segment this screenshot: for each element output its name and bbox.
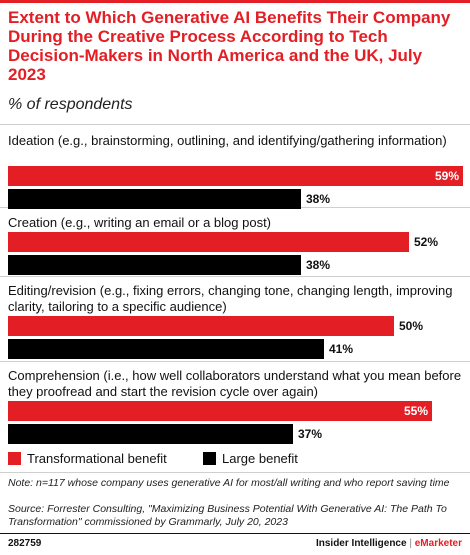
data-label: 38%: [306, 258, 331, 272]
category-label: Creation (e.g., writing an email or a bl…: [8, 215, 272, 230]
chart-source: Source: Forrester Consulting, "Maximizin…: [8, 503, 447, 528]
data-label: 38%: [306, 192, 331, 206]
brand-emarketer: eMarketer: [414, 538, 462, 549]
top-accent-rule: [0, 0, 470, 3]
bar-large: [8, 424, 293, 444]
chart-note: Note: n=117 whose company uses generativ…: [8, 477, 450, 489]
category-label: Editing/revision (e.g., fixing errors, c…: [8, 283, 453, 314]
bar-transformational: [8, 316, 394, 336]
legend-separator: [0, 472, 470, 473]
bar-large: [8, 189, 301, 209]
footer-rule: [0, 533, 470, 534]
group-separator: [0, 276, 470, 277]
brand-insider-intelligence: Insider Intelligence: [315, 538, 407, 549]
legend-label-large: Large benefit: [222, 451, 298, 466]
group-separator: [0, 361, 470, 362]
data-label: 59%: [434, 169, 459, 183]
legend-swatch-transformational: [8, 452, 21, 465]
brand-divider: |: [409, 538, 412, 549]
legend: Transformational benefit Large benefit: [8, 450, 466, 468]
data-label: 52%: [414, 235, 439, 249]
bar-large: [8, 339, 324, 359]
footer-brand: Insider Intelligence | eMarketer: [316, 538, 462, 550]
chart-id: 282759: [8, 538, 42, 549]
bar-transformational: [8, 166, 463, 186]
legend-label-transformational: Transformational benefit: [27, 451, 167, 466]
bar-transformational: [8, 232, 409, 252]
subtitle-separator: [0, 124, 470, 125]
data-label: 37%: [298, 427, 323, 441]
category-label: Ideation (e.g., brainstorming, outlining…: [8, 133, 447, 148]
category-label: Comprehension (i.e., how well collaborat…: [8, 368, 462, 399]
data-label: 55%: [403, 404, 428, 418]
data-label: 41%: [329, 342, 354, 356]
chart-title: Extent to Which Generative AI Benefits T…: [8, 8, 451, 84]
bar-transformational: [8, 401, 432, 421]
data-label: 50%: [399, 319, 424, 333]
legend-swatch-large: [203, 452, 216, 465]
bar-large: [8, 255, 301, 275]
chart-subtitle: % of respondents: [8, 96, 133, 113]
